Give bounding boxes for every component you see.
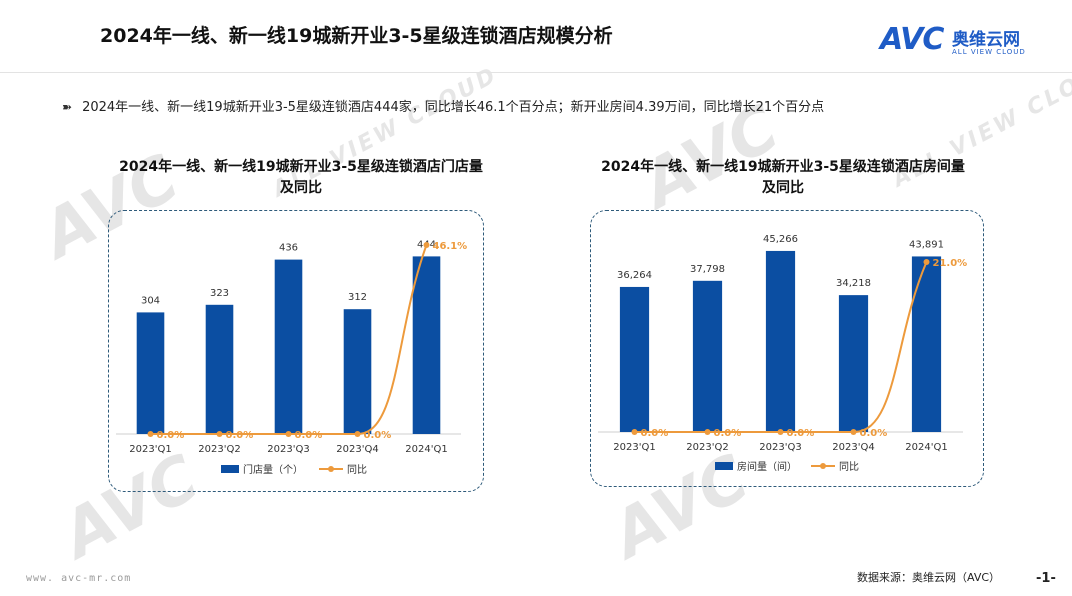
chart-title-line2: 及同比: [280, 180, 322, 196]
x-tick-label: 2023'Q2: [198, 444, 240, 455]
page-title: 2024年一线、新一线19城新开业3-5星级连锁酒店规模分析: [100, 25, 613, 47]
line-point: [923, 259, 930, 265]
line-value-label: 0.0%: [295, 430, 323, 441]
x-tick-label: 2024'Q1: [905, 442, 947, 453]
bar: [765, 250, 796, 432]
line-value-label: 0.0%: [364, 430, 392, 441]
brand-logo: AVC 奥维云网 ALL VIEW CLOUD: [880, 22, 1060, 62]
chart-stores: 3043234363124442023'Q12023'Q22023'Q32023…: [116, 239, 468, 476]
data-source: 数据来源：奥维云网（AVC）: [857, 571, 1001, 584]
bar-value-label: 45,266: [763, 234, 798, 245]
logo-chinese-name: 奥维云网: [952, 30, 1020, 50]
chart-frame-rooms: [590, 210, 984, 487]
arrow-bullet-icon: ➽: [62, 100, 73, 114]
x-tick-label: 2023'Q3: [759, 442, 801, 453]
bar: [619, 286, 650, 432]
line-point: [423, 242, 430, 248]
bar-value-label: 37,798: [690, 264, 725, 275]
legend-label: 同比: [839, 461, 859, 473]
line-value-label: 0.0%: [714, 428, 742, 439]
line-point: [704, 429, 711, 435]
chart-title-rooms: 2024年一线、新一线19城新开业3-5星级连锁酒店房间量 及同比: [578, 157, 988, 199]
bar: [274, 259, 303, 434]
line-point: [631, 429, 638, 435]
bar: [136, 312, 165, 434]
bar-value-label: 43,891: [909, 239, 944, 250]
legend-swatch-point: [328, 466, 334, 472]
x-tick-label: 2024'Q1: [405, 444, 447, 455]
bar-value-label: 323: [210, 288, 229, 299]
bar-value-label: 312: [348, 292, 367, 303]
line-point: [850, 429, 857, 435]
chart-title-stores: 2024年一线、新一线19城新开业3-5星级连锁酒店门店量 及同比: [96, 157, 506, 199]
logo-english-name: ALL VIEW CLOUD: [952, 48, 1026, 56]
line-point: [777, 429, 784, 435]
line-value-label: 0.0%: [157, 430, 185, 441]
line-value-label: 0.0%: [860, 428, 888, 439]
line-value-label: 21.0%: [933, 258, 968, 269]
line-point: [147, 431, 154, 437]
header: 2024年一线、新一线19城新开业3-5星级连锁酒店规模分析 AVC 奥维云网 …: [0, 0, 1072, 72]
legend-swatch-bar: [221, 465, 239, 473]
legend-swatch-point: [820, 463, 826, 469]
line-value-label: 0.0%: [787, 428, 815, 439]
logo-wordmark: AVC: [880, 22, 944, 57]
chart-title-line1: 2024年一线、新一线19城新开业3-5星级连锁酒店房间量: [601, 159, 965, 175]
bar: [205, 304, 234, 434]
chart-title-line1: 2024年一线、新一线19城新开业3-5星级连锁酒店门店量: [119, 159, 483, 175]
series-line: [634, 261, 928, 433]
x-tick-label: 2023'Q4: [336, 444, 378, 455]
x-tick-label: 2023'Q1: [129, 444, 171, 455]
bar: [692, 280, 723, 432]
website-url: www. avc-mr.com: [26, 573, 132, 584]
x-tick-label: 2023'Q4: [832, 442, 874, 453]
bar-value-label: 36,264: [617, 270, 652, 281]
summary-bullet: ➽ 2024年一线、新一线19城新开业3-5星级连锁酒店444家，同比增长46.1…: [62, 96, 824, 115]
bar-value-label: 304: [141, 295, 160, 306]
bar-value-label: 436: [279, 243, 298, 254]
legend-label: 房间量（间）: [737, 460, 797, 473]
chart-title-line2: 及同比: [762, 180, 804, 196]
bar-value-label: 34,218: [836, 278, 871, 289]
x-tick-label: 2023'Q1: [613, 442, 655, 453]
line-value-label: 46.1%: [433, 241, 468, 252]
bar: [911, 256, 942, 432]
bar: [343, 309, 372, 434]
x-tick-label: 2023'Q2: [686, 442, 728, 453]
chart-rooms: 36,264 37,798 45,266 34,218 43,891 2023'Q1 202…: [598, 234, 968, 473]
bar: [412, 256, 441, 434]
line-point: [354, 431, 361, 437]
header-divider: [0, 72, 1072, 73]
summary-text: 2024年一线、新一线19城新开业3-5星级连锁酒店444家，同比增长46.1个…: [82, 100, 825, 115]
chart-frame-stores: [108, 210, 484, 492]
legend-swatch-bar: [715, 462, 733, 470]
legend-label: 同比: [347, 464, 367, 476]
line-point: [216, 431, 223, 437]
bar: [838, 295, 869, 432]
x-tick-label: 2023'Q3: [267, 444, 309, 455]
legend-label: 门店量（个）: [243, 463, 303, 476]
series-line: [150, 244, 428, 435]
line-value-label: 0.0%: [641, 428, 669, 439]
line-point: [285, 431, 292, 437]
line-value-label: 0.0%: [226, 430, 254, 441]
page-number: -1-: [1036, 571, 1056, 586]
